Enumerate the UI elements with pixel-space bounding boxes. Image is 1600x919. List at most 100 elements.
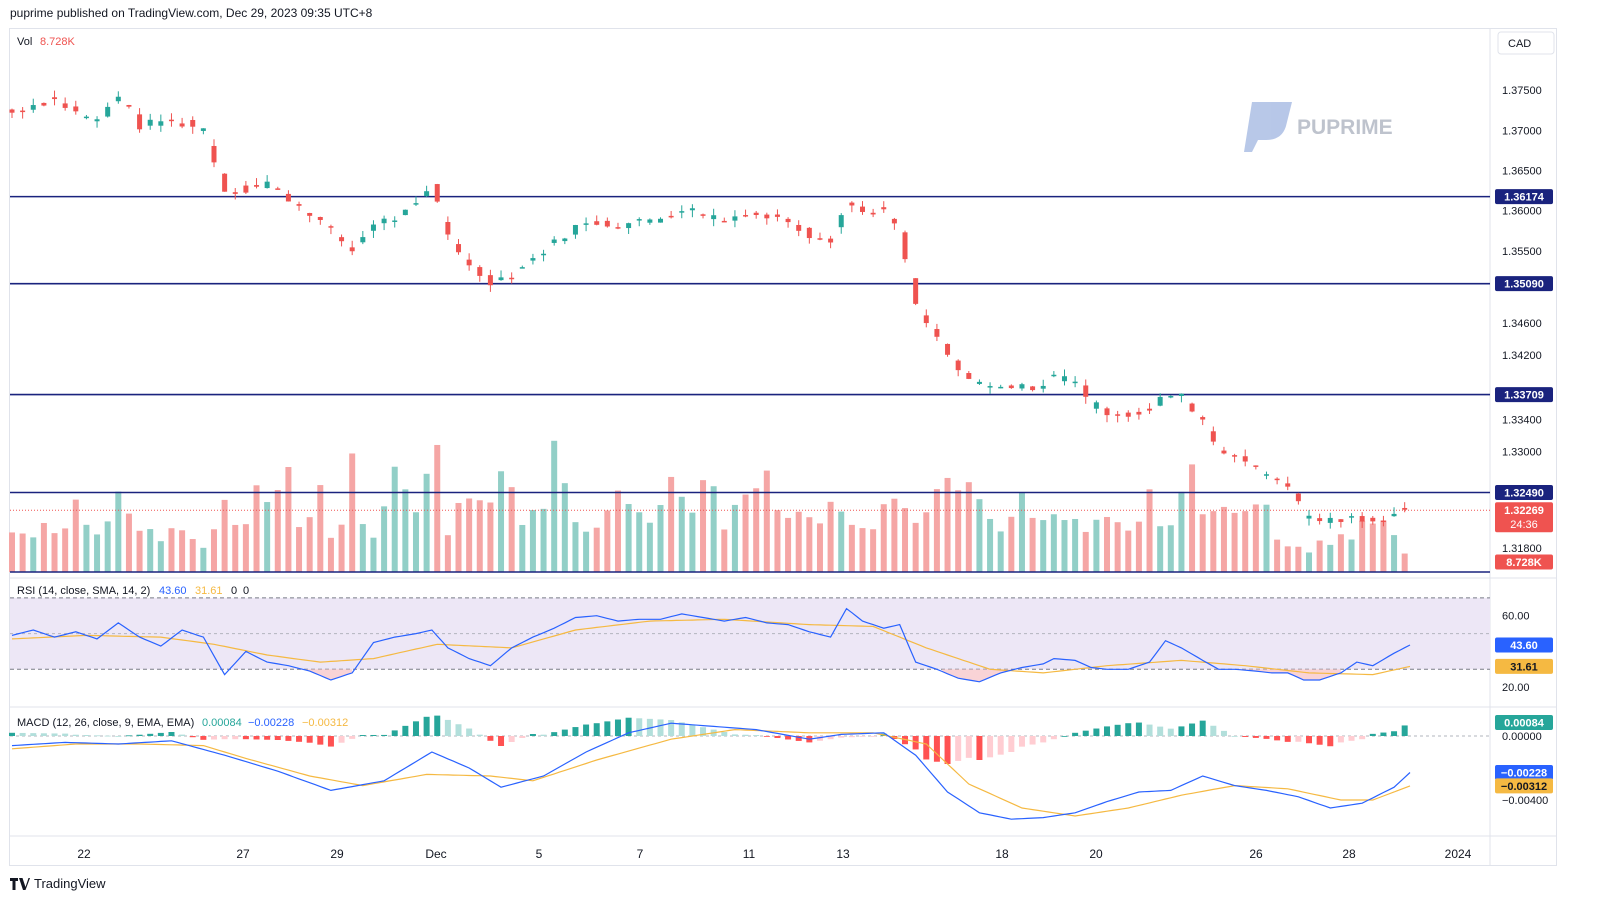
candle-body	[381, 218, 387, 224]
tradingview-logo-icon	[10, 877, 30, 890]
candle-body	[466, 259, 472, 266]
macd-histogram-bar	[636, 718, 643, 736]
volume-bar	[242, 524, 249, 572]
macd-histogram-bar	[264, 736, 271, 740]
volume-bar	[997, 531, 1004, 572]
macd-histogram-bar	[1284, 736, 1291, 742]
volume-bar	[1242, 511, 1249, 572]
currency-button-label: CAD	[1508, 38, 1531, 50]
macd-histogram-bar	[1146, 724, 1153, 736]
candle-body	[1349, 516, 1355, 518]
macd-histogram-bar	[40, 733, 47, 736]
macd-histogram-bar	[391, 730, 398, 736]
chart-frame	[9, 28, 1557, 866]
candle-body	[264, 181, 270, 189]
volume-bar	[1061, 520, 1068, 572]
macd-histogram-bar	[1093, 728, 1100, 736]
candle-body	[838, 215, 844, 228]
candle-body	[1136, 411, 1142, 415]
macd-histogram-bar	[9, 732, 15, 736]
macd-histogram-bar	[965, 736, 972, 758]
time-axis-tick: 5	[536, 847, 543, 861]
axis-badges: 1.36174 1.35090 1.33709 1.32490 1.32269 24:36…	[1495, 189, 1553, 794]
volume-bar	[232, 524, 239, 572]
macd-histogram-bar	[434, 715, 441, 736]
volume-bar	[593, 527, 600, 572]
macd-histogram-bar	[742, 734, 749, 736]
signal-line-badge-background	[1495, 778, 1553, 794]
candle-body	[1380, 520, 1386, 523]
volume-bar	[104, 521, 111, 572]
rsi-oversold-fill	[304, 669, 353, 680]
candle-body	[1285, 483, 1291, 487]
volume-bar	[561, 483, 568, 572]
price-axis-tick: 1.37500	[1502, 85, 1542, 97]
publisher-header: puprime published on TradingView.com, De…	[10, 6, 373, 20]
rsi-ma-value-badge-background	[1495, 658, 1553, 674]
volume-bar	[540, 508, 547, 572]
time-axis-tick: 2024	[1445, 847, 1472, 861]
volume-bar	[1274, 539, 1281, 572]
volume-bar	[710, 486, 717, 572]
volume-bar	[296, 527, 303, 572]
volume-bar	[1327, 544, 1334, 572]
candle-body	[232, 192, 238, 194]
candle-body	[1157, 396, 1163, 406]
footer-brand[interactable]: TradingView	[10, 876, 106, 891]
macd-histogram-bar	[338, 736, 345, 743]
candle-body	[1306, 515, 1312, 519]
rsi-axis-tick: 20.00	[1502, 682, 1530, 694]
candle-body	[1115, 414, 1121, 416]
time-axis-tick: 28	[1342, 847, 1356, 861]
volume-bar	[1401, 553, 1408, 572]
volume-bar	[1284, 546, 1291, 572]
macd-histogram-bar	[168, 732, 175, 736]
candle-body	[1093, 402, 1099, 409]
candle-body	[998, 386, 1004, 389]
macd-histogram-bar	[1327, 736, 1334, 747]
footer-brand-text: TradingView	[34, 876, 106, 891]
macd-histogram-bar	[1178, 726, 1185, 736]
macd-histogram-bar	[1082, 730, 1089, 736]
volume-bar	[1337, 534, 1344, 572]
macd-histogram-bar	[625, 717, 632, 736]
macd-histogram-bar	[30, 733, 37, 736]
macd-histogram-bar	[104, 735, 111, 737]
candle-body	[158, 121, 164, 126]
volume-bar	[157, 541, 164, 572]
rsi-legend-value: 43.60	[159, 585, 187, 597]
currency-button[interactable]: CAD	[1497, 31, 1555, 55]
macd-histogram-bar	[444, 719, 451, 736]
macd-histogram-bar	[296, 736, 303, 742]
volume-bar	[9, 532, 15, 572]
macd-histogram-bar	[1135, 722, 1142, 736]
candle-body	[583, 223, 589, 225]
macd-histogram-bar	[1040, 736, 1047, 743]
macd-histogram-bar	[551, 732, 558, 736]
level-price-badge-background	[1495, 276, 1553, 292]
volume-bar	[115, 491, 122, 572]
time-axis-tick: 13	[836, 847, 850, 861]
macd-histogram-bar	[62, 733, 69, 736]
candle-body	[658, 218, 664, 223]
candle-body	[1263, 474, 1269, 476]
candle-body	[1317, 518, 1323, 522]
candle-body	[572, 224, 578, 235]
macd-histogram-bar	[561, 729, 568, 736]
macd-histogram-bar	[1348, 736, 1355, 741]
volume-bar	[689, 512, 696, 572]
volume-bar	[1072, 518, 1079, 572]
candle-body	[222, 173, 228, 192]
volume-bar	[806, 517, 813, 572]
macd-histogram-bar	[189, 736, 196, 738]
axes-labels: 1.37500 1.37000 1.36500 1.36000 1.35500 1.346…	[77, 85, 1548, 861]
volume-bar	[1369, 523, 1376, 572]
puprime-watermark: PUPRIME	[1244, 102, 1393, 152]
macd-histogram-bar	[1125, 723, 1132, 736]
candle-body	[243, 185, 249, 193]
volume-badge-background	[1495, 554, 1553, 570]
macd-histogram-bar	[657, 719, 664, 736]
volume-bar	[519, 524, 526, 572]
volume-bar	[944, 477, 951, 572]
